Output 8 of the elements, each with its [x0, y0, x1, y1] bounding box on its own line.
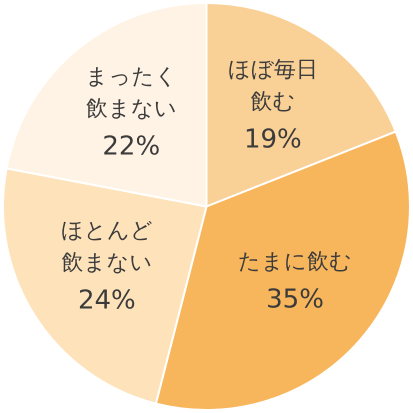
data-label: 19%: [244, 124, 302, 155]
data-label: 22%: [102, 131, 160, 162]
slice-label: ほぼ毎日飲む: [228, 58, 318, 115]
slice-label: まったく飲まない: [85, 64, 178, 122]
slice-label: たまに飲む: [238, 249, 352, 274]
slice-label: ほとんど飲まない: [60, 218, 153, 276]
data-label: 35%: [266, 284, 324, 314]
data-label: 24%: [78, 285, 136, 316]
